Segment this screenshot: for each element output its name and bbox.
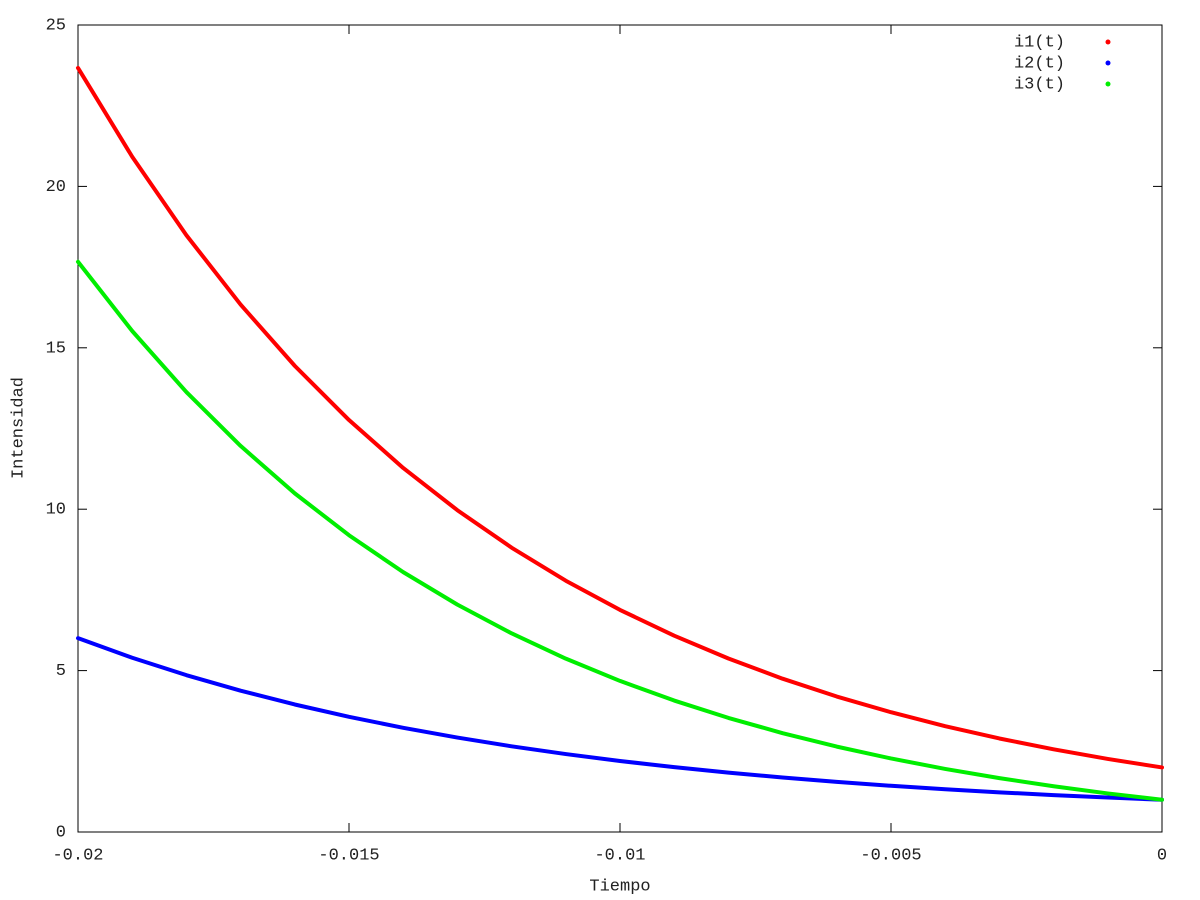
legend-marker — [1105, 39, 1111, 45]
y-tick-label: 15 — [46, 339, 66, 358]
x-tick-label: -0.005 — [860, 846, 921, 865]
x-tick-label: -0.01 — [594, 846, 645, 865]
x-tick-label: 0 — [1157, 846, 1167, 865]
series-line — [76, 259, 1164, 802]
y-axis-label: Intensidad — [9, 377, 28, 479]
x-axis-label: Tiempo — [589, 877, 650, 896]
series-line — [76, 636, 1164, 802]
legend-marker — [1105, 81, 1111, 87]
x-tick-label: -0.02 — [52, 846, 103, 865]
legend-label: i2(t) — [1014, 54, 1065, 73]
x-tick-label: -0.015 — [318, 846, 379, 865]
series-line — [76, 65, 1164, 770]
y-tick-label: 0 — [56, 823, 66, 842]
y-tick-label: 20 — [46, 178, 66, 197]
y-tick-label: 10 — [46, 501, 66, 520]
legend-label: i3(t) — [1014, 75, 1065, 94]
legend-label: i1(t) — [1014, 33, 1065, 52]
legend-marker — [1105, 60, 1111, 66]
y-tick-label: 5 — [56, 662, 66, 681]
y-tick-label: 25 — [46, 16, 66, 35]
plot-frame — [77, 24, 1163, 833]
